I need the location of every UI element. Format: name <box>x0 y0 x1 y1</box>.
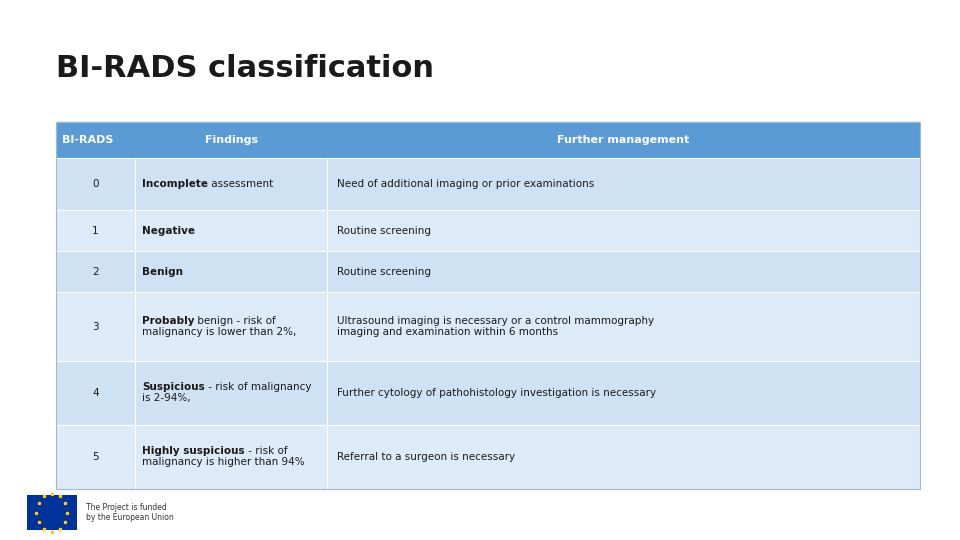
Text: - risk of: - risk of <box>245 446 287 456</box>
FancyBboxPatch shape <box>56 361 920 424</box>
Text: malignancy is higher than 94%: malignancy is higher than 94% <box>142 457 304 467</box>
Text: Further cytology of pathohistology investigation is necessary: Further cytology of pathohistology inves… <box>337 388 656 397</box>
Text: Ultrasound imaging is necessary or a control mammography: Ultrasound imaging is necessary or a con… <box>337 316 654 326</box>
Text: imaging and examination within 6 months: imaging and examination within 6 months <box>337 327 558 337</box>
Text: Benign: Benign <box>142 267 183 277</box>
Text: 3: 3 <box>92 321 99 332</box>
Text: benign - risk of: benign - risk of <box>194 316 276 326</box>
Text: Incomplete: Incomplete <box>142 179 208 189</box>
FancyBboxPatch shape <box>56 293 920 361</box>
Text: Negative: Negative <box>142 226 195 235</box>
Text: 0: 0 <box>92 179 99 189</box>
Text: Probably: Probably <box>142 316 194 326</box>
Text: Routine screening: Routine screening <box>337 226 431 235</box>
FancyBboxPatch shape <box>56 210 920 251</box>
Text: Further management: Further management <box>557 135 689 145</box>
Text: Need of additional imaging or prior examinations: Need of additional imaging or prior exam… <box>337 179 594 189</box>
FancyBboxPatch shape <box>27 495 77 530</box>
Text: Suspicious: Suspicious <box>142 382 204 392</box>
FancyBboxPatch shape <box>56 122 920 158</box>
Text: BI-RADS: BI-RADS <box>62 135 114 145</box>
FancyBboxPatch shape <box>56 424 920 489</box>
Text: 5: 5 <box>92 451 99 462</box>
FancyBboxPatch shape <box>56 158 920 210</box>
Text: - risk of malignancy: - risk of malignancy <box>204 382 311 392</box>
Text: assessment: assessment <box>208 179 274 189</box>
Text: Highly suspicious: Highly suspicious <box>142 446 245 456</box>
Text: is 2-94%,: is 2-94%, <box>142 393 190 403</box>
Text: Findings: Findings <box>204 135 257 145</box>
Text: 4: 4 <box>92 388 99 397</box>
Text: BI-RADS classification: BI-RADS classification <box>56 54 434 83</box>
FancyBboxPatch shape <box>56 251 920 293</box>
Text: malignancy is lower than 2%,: malignancy is lower than 2%, <box>142 327 297 337</box>
Text: 2: 2 <box>92 267 99 277</box>
Text: Referral to a surgeon is necessary: Referral to a surgeon is necessary <box>337 451 515 462</box>
Text: Routine screening: Routine screening <box>337 267 431 277</box>
Text: by the European Union: by the European Union <box>86 514 174 523</box>
Text: 1: 1 <box>92 226 99 235</box>
Text: The Project is funded: The Project is funded <box>86 503 167 512</box>
